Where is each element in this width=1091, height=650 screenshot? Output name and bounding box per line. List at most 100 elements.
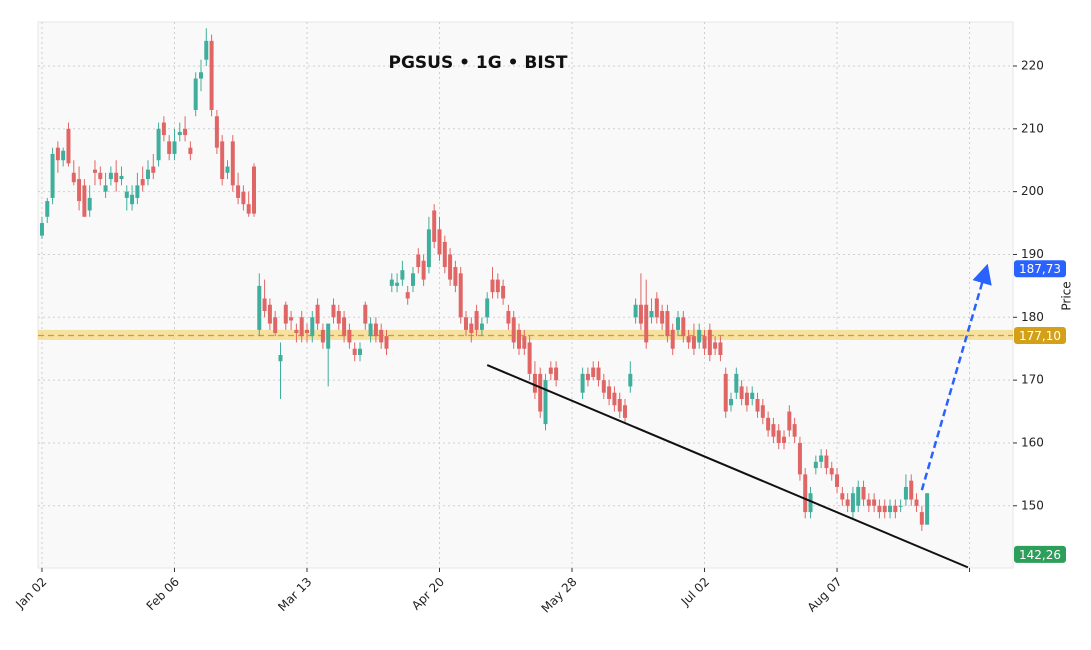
candle-body [384, 336, 389, 349]
candle-body [702, 336, 707, 349]
candle-body [813, 461, 818, 469]
y-tick-label: 180 [1021, 310, 1044, 324]
candle-body [718, 342, 723, 356]
candle-body [517, 329, 522, 349]
candle-body [183, 128, 188, 136]
candle-body [670, 329, 675, 349]
candle-body [246, 204, 251, 214]
candle-body [45, 201, 50, 217]
candle-body [236, 185, 241, 198]
candle-body [776, 430, 781, 443]
x-tick-label: Aug 07 [805, 575, 845, 615]
candle-body [283, 304, 288, 324]
x-tick-label: May 28 [539, 575, 580, 616]
candle-body [729, 398, 734, 406]
price-label-box [1014, 545, 1066, 563]
candle-body [877, 505, 882, 513]
candle-body [421, 260, 426, 280]
candle-body [92, 169, 97, 173]
candle-body [660, 311, 665, 324]
candle-body [278, 355, 283, 362]
candle-body [442, 241, 447, 268]
candle-body [315, 304, 320, 324]
candle-body [273, 317, 278, 334]
candle-body [193, 78, 198, 110]
candle-body [214, 116, 219, 148]
candle-body [114, 172, 119, 183]
price-label: 177,10 [1019, 329, 1061, 343]
candle-body [649, 311, 654, 318]
candle-body [681, 317, 686, 337]
price-label: 142,26 [1019, 548, 1061, 562]
candle-body [373, 323, 378, 337]
candle-body [411, 273, 415, 286]
candle-body [495, 279, 500, 293]
overlay [486, 263, 992, 569]
projection-arrow [920, 263, 992, 491]
candle-body [591, 367, 596, 377]
candle-body [792, 424, 797, 437]
candle-body [554, 367, 559, 381]
candle-body [840, 493, 845, 500]
candle-body [856, 486, 861, 506]
trend-line [486, 364, 969, 569]
candle-body [909, 480, 914, 500]
candle-body [485, 298, 490, 318]
candle-body [55, 147, 60, 161]
y-tick-label: 210 [1021, 121, 1044, 135]
candle-body [633, 304, 638, 318]
candle-body [474, 311, 479, 330]
candle-body [713, 342, 718, 349]
candle-body [151, 166, 156, 173]
candle-body [893, 505, 898, 513]
candle-body [532, 373, 537, 393]
candle-body [479, 323, 484, 330]
candle-body [167, 141, 172, 154]
candle-body [511, 317, 516, 343]
candle-body [585, 373, 590, 381]
candle-body [294, 329, 299, 334]
candle-body [755, 398, 760, 412]
candle-body [766, 417, 771, 431]
candle-body [363, 304, 368, 324]
candle-body [490, 279, 495, 293]
candle-body [744, 392, 749, 406]
candle-body [771, 424, 776, 437]
candle-body [697, 329, 702, 343]
candle-body [103, 185, 108, 192]
candle-body [919, 512, 924, 525]
candle-body [198, 72, 203, 79]
candle-body [638, 304, 643, 324]
candle-body [357, 348, 362, 356]
candle-body [850, 493, 855, 513]
candle-body [903, 486, 908, 500]
candle-body [87, 197, 92, 211]
candle-body [829, 468, 834, 475]
candle-body [797, 442, 802, 475]
candle-body [177, 131, 182, 136]
candle-body [230, 141, 235, 186]
candle-body [580, 373, 585, 393]
candle-body [543, 380, 548, 425]
candle-body [628, 373, 633, 387]
candle-body [750, 392, 755, 399]
candle-body [352, 348, 357, 356]
candle-body [119, 175, 124, 180]
candle-body [803, 474, 808, 513]
candle-body [596, 367, 601, 381]
candle-body [257, 285, 262, 330]
candle-body [665, 311, 670, 337]
candle-body [310, 317, 315, 337]
candle-body [156, 128, 161, 161]
candle-body [437, 229, 442, 255]
candle-body [914, 499, 919, 506]
candle-body [824, 455, 829, 469]
candle-body [872, 499, 877, 506]
candle-body [108, 172, 113, 180]
candle-body [458, 273, 463, 318]
candle-body [617, 398, 622, 412]
y-tick-label: 220 [1021, 58, 1044, 72]
price-label-box [1014, 260, 1066, 278]
x-tick-label: Mar 13 [275, 575, 314, 614]
